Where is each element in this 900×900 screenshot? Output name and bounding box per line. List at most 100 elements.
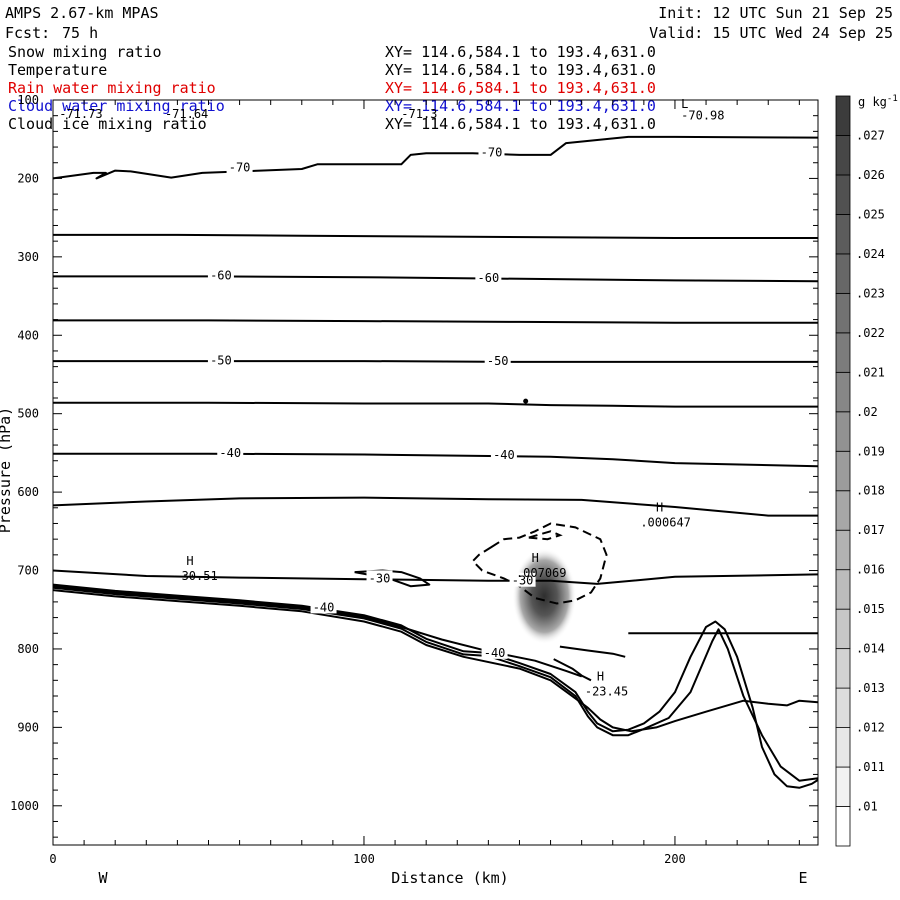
colorbar-segment xyxy=(835,174,851,215)
contour-labels: -70 -70 -60 -60 -50 -50 -40 -40 -30 -30 -40 -40 xyxy=(207,144,536,660)
west-label: W xyxy=(98,869,108,887)
extremum-value: .000647 xyxy=(640,516,691,530)
x-tick-label: 100 xyxy=(353,852,375,866)
axes: 100 200 300 400 500 600 700 800 900 1000 0 100 200 xyxy=(10,93,818,866)
extremum-value: -23.45 xyxy=(585,684,628,698)
isotherm-line xyxy=(52,569,819,585)
colorbar-unit: g kg-1 xyxy=(858,94,898,109)
field-xy: XY= 114.6,584.1 to 193.4,631.0 xyxy=(385,79,656,97)
contour-label: -70 xyxy=(229,160,251,174)
top-value: -70.98 xyxy=(681,109,724,123)
contour-label: -40 xyxy=(493,448,515,462)
field-name: Cloud water mixing ratio xyxy=(8,97,225,115)
header: AMPS 2.67-km MPAS Fcst: 75 h Init: 12 UT… xyxy=(5,4,893,42)
contour-label-mask xyxy=(226,159,253,174)
field-xy: XY= 114.6,584.1 to 193.4,631.0 xyxy=(385,97,656,115)
y-tick-label: 700 xyxy=(17,564,39,578)
colorbar-label: .013 xyxy=(856,681,885,695)
east-label: E xyxy=(798,869,807,887)
small-contour-dot xyxy=(523,398,529,404)
isotherm-line xyxy=(52,135,819,180)
colorbar-segment xyxy=(835,253,851,294)
colorbar-segment xyxy=(835,411,851,452)
contour-label: -50 xyxy=(487,354,509,368)
colorbar-segment xyxy=(835,648,851,689)
terrain-line xyxy=(52,586,819,782)
init-time: Init: 12 UTC Sun 21 Sep 25 xyxy=(658,4,893,22)
terrain-line xyxy=(559,645,626,658)
contour-label: -40 xyxy=(219,446,241,460)
colorbar-segment xyxy=(835,371,851,413)
top-value: -71.3 xyxy=(401,107,437,121)
extremum-value: -30.51 xyxy=(174,569,217,583)
terrain-lines xyxy=(52,583,819,789)
fcst-label: Fcst: xyxy=(5,24,50,42)
field-list: Snow mixing ratio XY= 114.6,584.1 to 193.… xyxy=(8,43,656,133)
colorbar-segment xyxy=(835,608,851,650)
isotherm-line xyxy=(53,360,818,363)
x-tick-label: 200 xyxy=(664,852,686,866)
contour-label: -30 xyxy=(369,571,391,585)
terrain-line xyxy=(52,583,819,789)
contour-label: -60 xyxy=(210,269,232,283)
contour-label-mask xyxy=(475,270,502,285)
colorbar-label: .027 xyxy=(856,128,885,142)
colorbar-label: .025 xyxy=(856,207,885,221)
y-tick-label: 200 xyxy=(17,171,39,185)
colorbar-label: .016 xyxy=(856,563,885,577)
plot-area: -70-70-60 -60-50 -50-40 -40-30 -30-40-40 H-3… xyxy=(10,93,819,866)
snow-contour-line xyxy=(528,530,563,541)
contour-label-mask xyxy=(490,447,517,462)
colorbar-label: .021 xyxy=(856,365,885,379)
x-tick-label: 0 xyxy=(49,852,56,866)
contour-label: -60 xyxy=(478,271,500,285)
colorbar-segment xyxy=(835,214,851,255)
colorbar-segment xyxy=(835,806,851,847)
field-name: Snow mixing ratio xyxy=(8,43,162,61)
extremum-marker: H xyxy=(186,554,193,568)
y-tick-label: 1000 xyxy=(10,799,39,813)
colorbar-segment xyxy=(835,490,851,531)
fcst-value: 75 h xyxy=(62,24,98,42)
colorbar-label: .014 xyxy=(856,642,885,656)
extremum-marker: H xyxy=(656,501,663,515)
colorbar-label: .026 xyxy=(856,168,885,182)
plot-frame xyxy=(52,99,819,846)
contour-label: -50 xyxy=(210,353,232,367)
colorbar-label: .022 xyxy=(856,326,885,340)
colorbar-segment xyxy=(835,292,851,334)
colorbar-segment xyxy=(835,569,851,610)
isotherm-line xyxy=(53,275,819,283)
y-tick-label: 900 xyxy=(17,720,39,734)
contour-label-mask xyxy=(481,644,508,659)
colorbar-label: .019 xyxy=(856,444,885,458)
colorbar-label: .017 xyxy=(856,523,885,537)
isotherm-line xyxy=(53,233,818,239)
colorbar-segment xyxy=(835,332,851,373)
colorbar-label: .011 xyxy=(856,760,885,774)
field-name: Temperature xyxy=(8,61,107,79)
x-axis-label: Distance (km) xyxy=(391,869,508,887)
field-name: Cloud ice mixing ratio xyxy=(8,115,207,133)
field-xy: XY= 114.6,584.1 to 193.4,631.0 xyxy=(385,61,656,79)
top-value-labels: -71.73 -71.64 -71.3 L-70.98 xyxy=(59,97,724,123)
colorbar-label: .012 xyxy=(856,721,885,735)
y-axis-label: Pressure (hPa) xyxy=(0,407,14,533)
top-value: L xyxy=(681,97,688,111)
valid-time: Valid: 15 UTC Wed 24 Sep 25 xyxy=(649,24,893,42)
contour-label: -40 xyxy=(484,646,506,660)
shaded-max-blob xyxy=(512,548,577,645)
contour-label-mask xyxy=(310,599,337,614)
colorbar-segment xyxy=(835,727,851,768)
snow-contour-lines xyxy=(471,398,608,605)
contour-label-mask xyxy=(509,572,536,587)
y-tick-label: 400 xyxy=(17,328,39,342)
contour-label-mask xyxy=(366,570,393,585)
colorbar-segment xyxy=(835,450,851,492)
shaded-field xyxy=(512,548,577,645)
colorbar-label: .024 xyxy=(856,247,885,261)
colorbar-segment xyxy=(835,529,851,571)
contour-label-mask xyxy=(484,353,511,368)
